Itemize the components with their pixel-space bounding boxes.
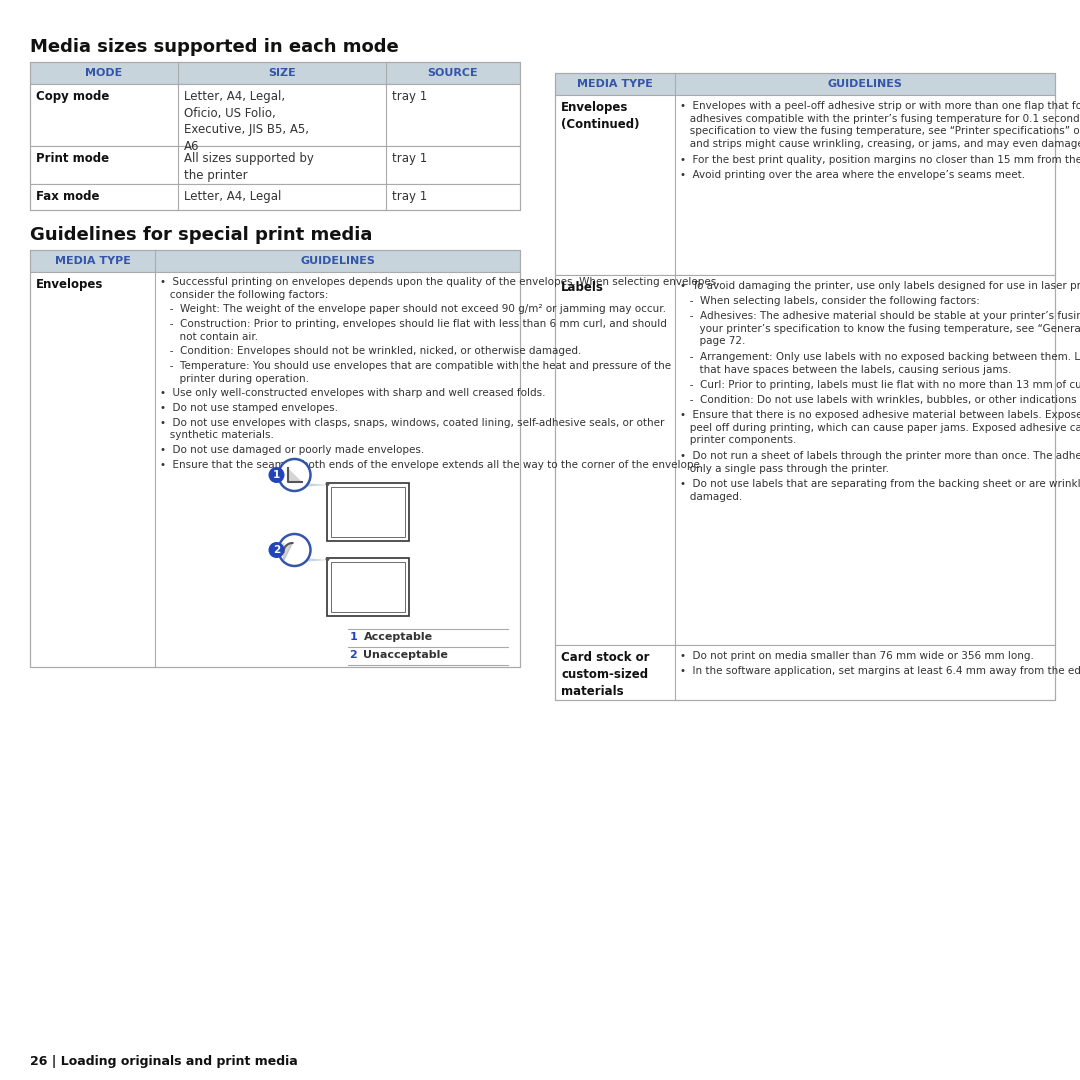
Text: •  Ensure that there is no exposed adhesive material between labels. Exposed are: • Ensure that there is no exposed adhesi… <box>680 410 1080 445</box>
Text: MODE: MODE <box>85 68 123 78</box>
Text: -  Construction: Prior to printing, envelopes should lie flat with less than 6 m: - Construction: Prior to printing, envel… <box>160 319 666 341</box>
Text: •  Use only well-constructed envelopes with sharp and well creased folds.: • Use only well-constructed envelopes wi… <box>160 389 545 399</box>
Text: MEDIA TYPE: MEDIA TYPE <box>577 79 653 89</box>
Text: -  Arrangement: Only use labels with no exposed backing between them. Labels can: - Arrangement: Only use labels with no e… <box>680 352 1080 375</box>
Text: Fax mode: Fax mode <box>36 190 99 203</box>
Text: •  Ensure that the seam at both ends of the envelope extends all the way to the : • Ensure that the seam at both ends of t… <box>160 459 703 470</box>
Text: Letter, A4, Legal: Letter, A4, Legal <box>184 190 282 203</box>
Polygon shape <box>283 543 293 561</box>
FancyBboxPatch shape <box>30 272 519 667</box>
Text: SOURCE: SOURCE <box>428 68 478 78</box>
FancyBboxPatch shape <box>330 562 405 612</box>
Text: -  Temperature: You should use envelopes that are compatible with the heat and p: - Temperature: You should use envelopes … <box>160 361 671 383</box>
Text: Guidelines for special print media: Guidelines for special print media <box>30 226 373 244</box>
FancyBboxPatch shape <box>555 95 1055 275</box>
FancyBboxPatch shape <box>30 146 519 184</box>
FancyBboxPatch shape <box>330 487 405 537</box>
Text: All sizes supported by
the printer: All sizes supported by the printer <box>184 152 314 181</box>
Text: SIZE: SIZE <box>268 68 296 78</box>
Text: Media sizes supported in each mode: Media sizes supported in each mode <box>30 38 399 56</box>
Polygon shape <box>287 468 301 482</box>
Text: -  Condition: Envelopes should not be wrinkled, nicked, or otherwise damaged.: - Condition: Envelopes should not be wri… <box>160 347 581 356</box>
Text: -  Weight: The weight of the envelope paper should not exceed 90 g/m² or jamming: - Weight: The weight of the envelope pap… <box>160 305 666 314</box>
Text: Letter, A4, Legal,
Oficio, US Folio,
Executive, JIS B5, A5,
A6: Letter, A4, Legal, Oficio, US Folio, Exe… <box>184 90 309 152</box>
FancyBboxPatch shape <box>30 62 519 84</box>
FancyBboxPatch shape <box>30 249 519 272</box>
FancyBboxPatch shape <box>30 84 519 146</box>
Text: •  Envelopes with a peel-off adhesive strip or with more than one flap that fold: • Envelopes with a peel-off adhesive str… <box>680 102 1080 149</box>
Text: 1: 1 <box>350 632 357 642</box>
Text: tray 1: tray 1 <box>392 190 428 203</box>
Text: -  Condition: Do not use labels with wrinkles, bubbles, or other indications of : - Condition: Do not use labels with wrin… <box>680 395 1080 405</box>
Text: Acceptable: Acceptable <box>364 632 433 642</box>
Circle shape <box>325 482 329 486</box>
Text: •  Do not run a sheet of labels through the printer more than once. The adhesive: • Do not run a sheet of labels through t… <box>680 451 1080 473</box>
FancyBboxPatch shape <box>326 558 408 616</box>
Text: 2: 2 <box>350 650 357 660</box>
Circle shape <box>269 542 284 558</box>
Circle shape <box>269 467 284 483</box>
FancyBboxPatch shape <box>555 645 1055 700</box>
Text: Labels: Labels <box>561 281 604 294</box>
Text: •  Do not use envelopes with clasps, snaps, windows, coated lining, self-adhesiv: • Do not use envelopes with clasps, snap… <box>160 418 664 440</box>
Text: 26 | Loading originals and print media: 26 | Loading originals and print media <box>30 1055 298 1068</box>
Text: 2: 2 <box>273 545 280 555</box>
Text: Print mode: Print mode <box>36 152 109 165</box>
Text: GUIDELINES: GUIDELINES <box>827 79 903 89</box>
Text: -  Adhesives: The adhesive material should be stable at your printer’s fusing te: - Adhesives: The adhesive material shoul… <box>680 311 1080 346</box>
FancyBboxPatch shape <box>30 184 519 210</box>
Text: •  To avoid damaging the printer, use only labels designed for use in laser prin: • To avoid damaging the printer, use onl… <box>680 281 1080 291</box>
Polygon shape <box>289 483 328 488</box>
Circle shape <box>279 459 311 491</box>
Text: Envelopes
(Continued): Envelopes (Continued) <box>561 102 639 131</box>
Polygon shape <box>289 558 328 563</box>
Text: MEDIA TYPE: MEDIA TYPE <box>55 256 131 266</box>
FancyBboxPatch shape <box>555 73 1055 95</box>
Text: Copy mode: Copy mode <box>36 90 109 103</box>
Text: tray 1: tray 1 <box>392 152 428 165</box>
Text: 1: 1 <box>273 470 280 480</box>
Circle shape <box>279 534 311 566</box>
Text: •  Do not use damaged or poorly made envelopes.: • Do not use damaged or poorly made enve… <box>160 445 424 455</box>
Text: •  For the best print quality, position margins no closer than 15 mm from the ed: • For the best print quality, position m… <box>680 156 1080 165</box>
Text: Card stock or
custom-sized
materials: Card stock or custom-sized materials <box>561 651 649 698</box>
Text: tray 1: tray 1 <box>392 90 428 103</box>
Text: •  Do not use stamped envelopes.: • Do not use stamped envelopes. <box>160 403 338 413</box>
Text: •  Avoid printing over the area where the envelope’s seams meet.: • Avoid printing over the area where the… <box>680 170 1025 180</box>
Text: •  Successful printing on envelopes depends upon the quality of the envelopes. W: • Successful printing on envelopes depen… <box>160 276 719 299</box>
Text: •  In the software application, set margins at least 6.4 mm away from the edges : • In the software application, set margi… <box>680 666 1080 676</box>
Text: -  When selecting labels, consider the following factors:: - When selecting labels, consider the fo… <box>680 296 980 306</box>
Text: GUIDELINES: GUIDELINES <box>300 256 375 266</box>
FancyBboxPatch shape <box>326 483 408 541</box>
Text: Envelopes: Envelopes <box>36 278 104 291</box>
Text: Unacceptable: Unacceptable <box>364 650 448 660</box>
Circle shape <box>325 557 329 561</box>
Text: •  Do not use labels that are separating from the backing sheet or are wrinkled,: • Do not use labels that are separating … <box>680 480 1080 501</box>
FancyBboxPatch shape <box>555 275 1055 645</box>
Text: -  Curl: Prior to printing, labels must lie flat with no more than 13 mm of curl: - Curl: Prior to printing, labels must l… <box>680 380 1080 390</box>
Text: •  Do not print on media smaller than 76 mm wide or 356 mm long.: • Do not print on media smaller than 76 … <box>680 651 1034 661</box>
